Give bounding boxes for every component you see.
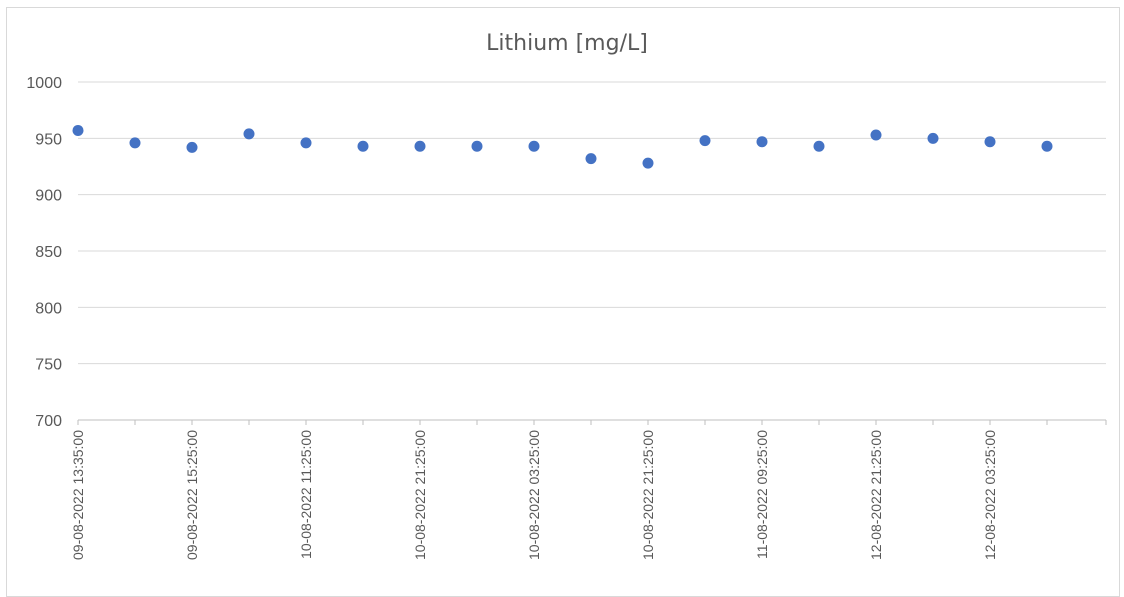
x-tick-label: 11-08-2022 09:25:00 — [754, 430, 770, 559]
data-point — [72, 124, 84, 136]
chart-frame — [6, 7, 1120, 597]
y-tick-label: 800 — [35, 300, 62, 317]
x-tick-label: 12-08-2022 21:25:00 — [868, 430, 884, 560]
data-point — [642, 157, 654, 169]
data-point — [699, 135, 711, 147]
data-point — [870, 129, 882, 141]
y-tick-label: 750 — [35, 357, 62, 374]
data-point — [471, 140, 483, 152]
data-point — [585, 153, 597, 165]
y-tick-label: 900 — [35, 188, 62, 205]
y-tick-label: 850 — [35, 244, 62, 261]
x-tick-label: 10-08-2022 21:25:00 — [412, 430, 428, 560]
chart-title: Lithium [mg/L] — [486, 31, 648, 56]
x-tick-label: 10-08-2022 11:25:00 — [298, 430, 314, 559]
x-axis — [77, 419, 1107, 425]
data-point — [813, 140, 825, 152]
x-tick-label: 10-08-2022 03:25:00 — [526, 430, 542, 560]
data-points — [72, 124, 1053, 169]
data-point — [528, 140, 540, 152]
x-axis-tick-labels: 09-08-2022 13:35:00 09-08-2022 15:25:00 10… — [70, 430, 998, 560]
y-tick-label: 950 — [35, 131, 62, 148]
y-axis-tick-labels: 700 750 800 850 900 950 1000 — [26, 75, 62, 430]
data-point — [129, 137, 141, 149]
x-tick-label: 10-08-2022 21:25:00 — [640, 430, 656, 560]
data-point — [414, 140, 426, 152]
data-point — [243, 128, 255, 140]
data-point — [756, 136, 768, 148]
data-point — [927, 132, 939, 144]
data-point — [186, 141, 198, 153]
data-point — [984, 136, 996, 148]
data-point — [357, 140, 369, 152]
y-tick-label: 700 — [35, 413, 62, 430]
y-tick-label: 1000 — [26, 75, 62, 92]
x-tick-label: 12-08-2022 03:25:00 — [982, 430, 998, 560]
data-point — [300, 137, 312, 149]
gridlines — [78, 81, 1106, 365]
data-point — [1041, 140, 1053, 152]
x-tick-label: 09-08-2022 15:25:00 — [184, 430, 200, 560]
x-tick-label: 09-08-2022 13:35:00 — [70, 430, 86, 560]
